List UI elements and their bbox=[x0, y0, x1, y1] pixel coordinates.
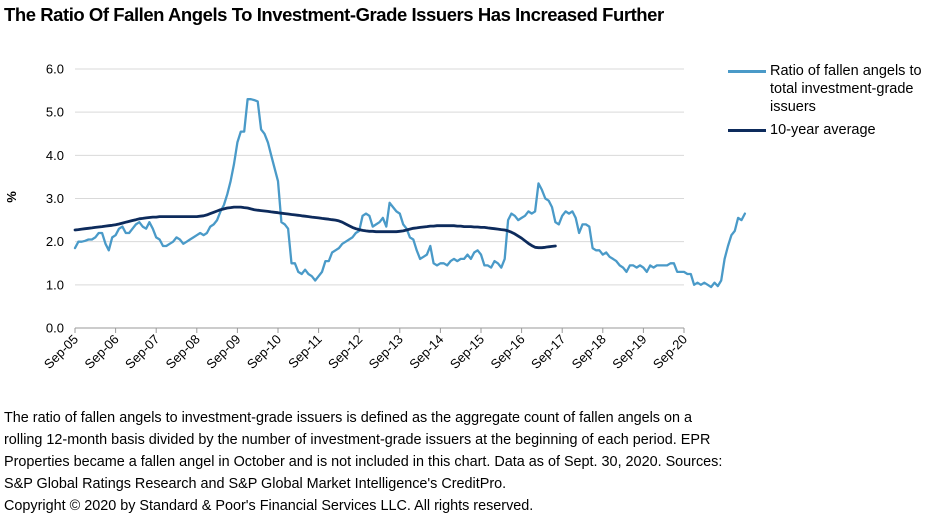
legend-item-ratio: Ratio of fallen angels to total investme… bbox=[728, 62, 933, 116]
x-tick-label: Sep-16 bbox=[487, 332, 527, 372]
y-tick-label: 1.0 bbox=[46, 277, 64, 292]
legend-label-ratio: Ratio of fallen angels to total investme… bbox=[770, 63, 922, 115]
legend-swatch-average bbox=[728, 129, 766, 132]
y-tick-label: 2.0 bbox=[46, 234, 64, 249]
footnote-line: S&P Global Ratings Research and S&P Glob… bbox=[4, 476, 507, 492]
x-tick-label: Sep-19 bbox=[609, 332, 649, 372]
x-axis-ticks: Sep-05 Sep-06 Sep-07 Sep-08 Sep-09 Sep-10 Sep-… bbox=[41, 332, 690, 372]
x-tick-label: Sep-20 bbox=[650, 332, 690, 372]
chart-title: The Ratio Of Fallen Angels To Investment… bbox=[4, 4, 664, 25]
series-line-10yr-average bbox=[73, 205, 557, 250]
x-tick-label: Sep-14 bbox=[406, 332, 446, 372]
legend-item-average: 10-year average bbox=[728, 121, 933, 139]
x-tick-label: Sep-08 bbox=[163, 332, 203, 372]
gridlines bbox=[75, 68, 684, 286]
x-tick-label: Sep-13 bbox=[366, 332, 406, 372]
line-chart: 0.0 1.0 2.0 3.0 4.0 5.0 6.0 Sep-05 Sep-06 Sep-07… bbox=[4, 62, 747, 372]
y-axis-ticks: 0.0 1.0 2.0 3.0 4.0 5.0 6.0 bbox=[46, 62, 64, 336]
y-tick-label: 3.0 bbox=[46, 191, 64, 206]
x-tick-label: Sep-06 bbox=[81, 332, 121, 372]
y-axis-label: % bbox=[4, 191, 19, 203]
y-tick-label: 0.0 bbox=[46, 321, 64, 336]
series-line-ratio bbox=[73, 98, 747, 289]
y-tick-label: 4.0 bbox=[46, 148, 64, 163]
x-tick-label: Sep-12 bbox=[325, 332, 365, 372]
x-tick-label: Sep-10 bbox=[244, 332, 284, 372]
legend-label-average: 10-year average bbox=[770, 122, 876, 138]
y-tick-label: 5.0 bbox=[46, 105, 64, 120]
footnote-line: The ratio of fallen angels to investment… bbox=[4, 410, 692, 426]
axes bbox=[74, 327, 685, 333]
footnote-line: Properties became a fallen angel in Octo… bbox=[4, 454, 723, 470]
legend: Ratio of fallen angels to total investme… bbox=[728, 62, 933, 144]
x-tick-label: Sep-15 bbox=[447, 332, 487, 372]
y-tick-label: 6.0 bbox=[46, 62, 64, 77]
x-tick-label: Sep-05 bbox=[41, 332, 81, 372]
footnote-line: Copyright © 2020 by Standard & Poor's Fi… bbox=[4, 498, 534, 514]
footnote-line: rolling 12-month basis divided by the nu… bbox=[4, 432, 711, 448]
footnote: The ratio of fallen angels to investment… bbox=[4, 407, 934, 517]
x-tick-label: Sep-17 bbox=[528, 332, 568, 372]
x-tick-label: Sep-18 bbox=[569, 332, 609, 372]
series-lines bbox=[73, 98, 747, 289]
x-tick-label: Sep-07 bbox=[122, 332, 162, 372]
legend-swatch-ratio bbox=[728, 70, 766, 73]
x-tick-label: Sep-11 bbox=[285, 332, 325, 372]
x-tick-label: Sep-09 bbox=[203, 332, 243, 372]
